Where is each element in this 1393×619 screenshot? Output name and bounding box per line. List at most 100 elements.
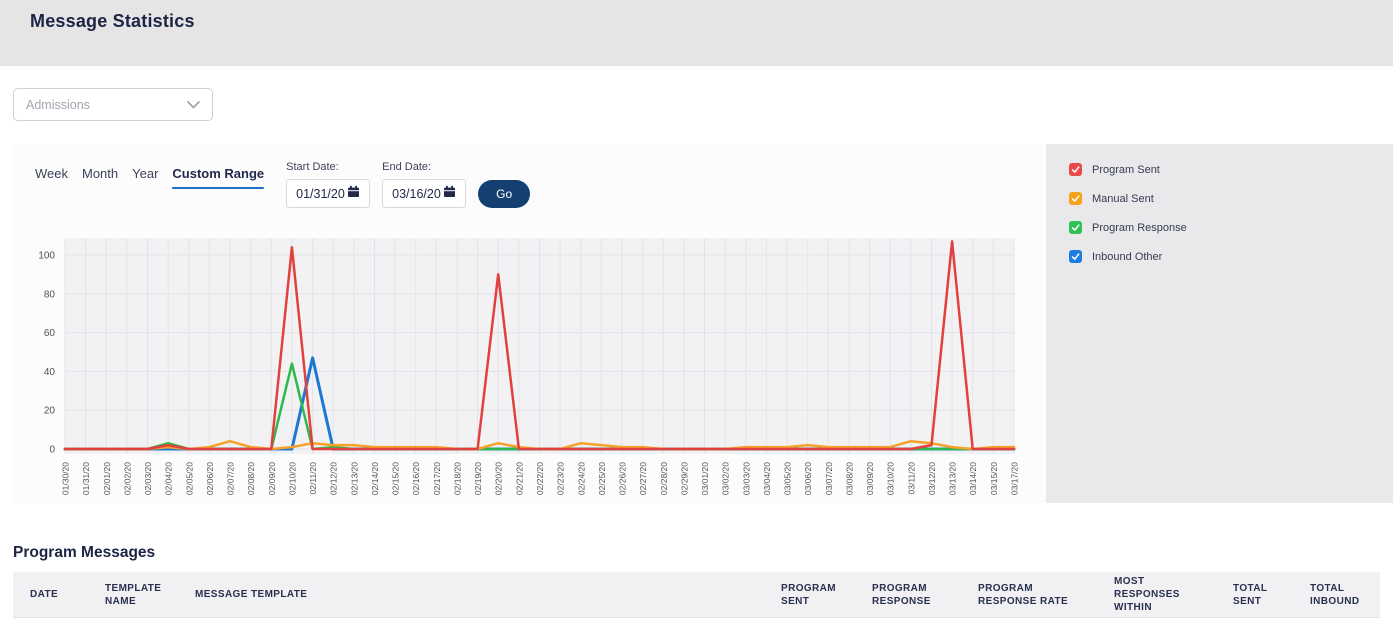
calendar-icon[interactable] xyxy=(347,185,360,203)
column-header-date: DATE xyxy=(30,589,59,600)
legend-label: Inbound Other xyxy=(1092,250,1163,263)
tab-year[interactable]: Year xyxy=(132,166,159,181)
svg-text:03/02/20: 03/02/20 xyxy=(721,462,731,495)
svg-text:02/03/20: 02/03/20 xyxy=(143,462,153,495)
column-header-program-response: PROGRAM RESPONSE xyxy=(872,582,931,607)
svg-text:100: 100 xyxy=(38,251,55,262)
legend-label: Program Sent xyxy=(1092,163,1160,176)
column-header-program-response-rate: PROGRAM RESPONSE RATE xyxy=(978,582,1069,607)
svg-text:02/14/20: 02/14/20 xyxy=(370,462,380,495)
program-select-value: Admissions xyxy=(26,97,90,112)
column-header-total-sent: TOTAL SENT xyxy=(1233,582,1268,607)
end-date-label: End Date: xyxy=(382,161,432,173)
end-date-value: 03/16/20 xyxy=(392,186,441,201)
checkbox-checked-icon[interactable] xyxy=(1069,192,1082,205)
svg-text:02/17/20: 02/17/20 xyxy=(432,462,442,495)
svg-text:80: 80 xyxy=(44,289,56,300)
start-date-label: Start Date: xyxy=(286,161,339,173)
page-header: Message Statistics xyxy=(0,0,1393,66)
svg-text:02/20/20: 02/20/20 xyxy=(494,462,504,495)
svg-text:02/05/20: 02/05/20 xyxy=(184,462,194,495)
legend-item-inbound-other[interactable]: Inbound Other xyxy=(1069,250,1393,263)
chevron-down-icon xyxy=(187,96,200,114)
svg-text:02/11/20: 02/11/20 xyxy=(308,462,318,495)
checkbox-checked-icon[interactable] xyxy=(1069,163,1082,176)
svg-text:02/27/20: 02/27/20 xyxy=(638,462,648,495)
svg-text:02/21/20: 02/21/20 xyxy=(514,462,524,495)
svg-text:03/08/20: 03/08/20 xyxy=(845,462,855,495)
svg-text:02/28/20: 02/28/20 xyxy=(659,462,669,495)
calendar-icon[interactable] xyxy=(443,185,456,203)
start-date-group: Start Date: 01/31/20 xyxy=(286,161,371,208)
start-date-value: 01/31/20 xyxy=(296,186,345,201)
svg-text:40: 40 xyxy=(44,367,56,378)
legend-item-manual-sent[interactable]: Manual Sent xyxy=(1069,192,1393,205)
svg-text:02/29/20: 02/29/20 xyxy=(679,462,689,495)
column-header-program-sent: PROGRAM SENT xyxy=(781,582,837,607)
page-title: Message Statistics xyxy=(30,11,195,31)
column-header-total-inbound: TOTAL INBOUND xyxy=(1310,582,1360,607)
checkbox-checked-icon[interactable] xyxy=(1069,221,1082,234)
svg-text:03/04/20: 03/04/20 xyxy=(762,462,772,495)
svg-text:03/13/20: 03/13/20 xyxy=(948,462,958,495)
program-messages-heading: Program Messages xyxy=(13,544,156,561)
svg-text:02/25/20: 02/25/20 xyxy=(597,462,607,495)
svg-text:03/03/20: 03/03/20 xyxy=(741,462,751,495)
svg-text:03/05/20: 03/05/20 xyxy=(783,462,793,495)
svg-text:02/15/20: 02/15/20 xyxy=(391,462,401,495)
svg-text:03/14/20: 03/14/20 xyxy=(968,462,978,495)
chart-toolbar: Week Month Year Custom Range Start Date:… xyxy=(12,144,1046,208)
column-header-template-name: TEMPLATE NAME xyxy=(105,582,162,607)
go-button[interactable]: Go xyxy=(478,180,531,208)
svg-text:03/07/20: 03/07/20 xyxy=(824,462,834,495)
svg-text:20: 20 xyxy=(44,406,56,417)
svg-text:02/02/20: 02/02/20 xyxy=(122,462,132,495)
svg-text:0: 0 xyxy=(49,445,55,456)
legend-label: Program Response xyxy=(1092,221,1187,234)
end-date-group: End Date: 03/16/20 xyxy=(382,161,467,208)
tab-week[interactable]: Week xyxy=(35,166,68,181)
svg-text:02/23/20: 02/23/20 xyxy=(556,462,566,495)
statistics-chart: 0 20 40 60 80 100 01/30/20 01/31/20 02/01/20 02/0… xyxy=(38,238,1020,495)
svg-text:01/31/20: 01/31/20 xyxy=(81,462,91,495)
column-header-most-responses-within: MOST RESPONSES WITHIN xyxy=(1114,576,1180,613)
tab-custom-range[interactable]: Custom Range xyxy=(172,166,264,189)
svg-text:02/01/20: 02/01/20 xyxy=(102,462,112,495)
column-header-message-template: MESSAGE TEMPLATE xyxy=(195,589,308,600)
svg-text:03/06/20: 03/06/20 xyxy=(803,462,813,495)
svg-text:02/16/20: 02/16/20 xyxy=(411,462,421,495)
svg-text:02/10/20: 02/10/20 xyxy=(287,462,297,495)
svg-text:02/06/20: 02/06/20 xyxy=(205,462,215,495)
svg-text:03/01/20: 03/01/20 xyxy=(700,462,710,495)
program-select[interactable]: Admissions xyxy=(13,88,213,121)
svg-text:03/15/20: 03/15/20 xyxy=(989,462,999,495)
legend-item-program-sent[interactable]: Program Sent xyxy=(1069,163,1393,176)
chart-area: 0 20 40 60 80 100 01/30/20 01/31/20 02/01/20 02/0… xyxy=(24,238,1029,509)
svg-text:03/09/20: 03/09/20 xyxy=(865,462,875,495)
chart-legend: Program Sent Manual Sent Program Response I… xyxy=(1046,144,1393,503)
svg-text:02/13/20: 02/13/20 xyxy=(349,462,359,495)
svg-text:01/30/20: 01/30/20 xyxy=(61,462,71,495)
end-date-input[interactable]: 03/16/20 xyxy=(382,179,467,208)
svg-text:02/08/20: 02/08/20 xyxy=(246,462,256,495)
range-tabs: Week Month Year Custom Range xyxy=(35,166,264,189)
filter-row: Admissions xyxy=(0,66,1393,121)
svg-text:02/24/20: 02/24/20 xyxy=(576,462,586,495)
svg-text:02/07/20: 02/07/20 xyxy=(226,462,236,495)
svg-text:02/22/20: 02/22/20 xyxy=(535,462,545,495)
svg-text:02/04/20: 02/04/20 xyxy=(164,462,174,495)
start-date-input[interactable]: 01/31/20 xyxy=(286,179,371,208)
svg-text:02/18/20: 02/18/20 xyxy=(453,462,463,495)
svg-text:02/12/20: 02/12/20 xyxy=(329,462,339,495)
tab-month[interactable]: Month xyxy=(82,166,119,181)
statistics-panel: Week Month Year Custom Range Start Date:… xyxy=(12,144,1393,503)
legend-item-program-response[interactable]: Program Response xyxy=(1069,221,1393,234)
checkbox-checked-icon[interactable] xyxy=(1069,250,1082,263)
chart-panel: Week Month Year Custom Range Start Date:… xyxy=(12,144,1046,503)
svg-text:60: 60 xyxy=(44,328,56,339)
legend-label: Manual Sent xyxy=(1092,192,1154,205)
svg-text:03/10/20: 03/10/20 xyxy=(886,462,896,495)
svg-text:03/17/20: 03/17/20 xyxy=(1010,462,1020,495)
svg-text:02/26/20: 02/26/20 xyxy=(618,462,628,495)
svg-text:02/09/20: 02/09/20 xyxy=(267,462,277,495)
